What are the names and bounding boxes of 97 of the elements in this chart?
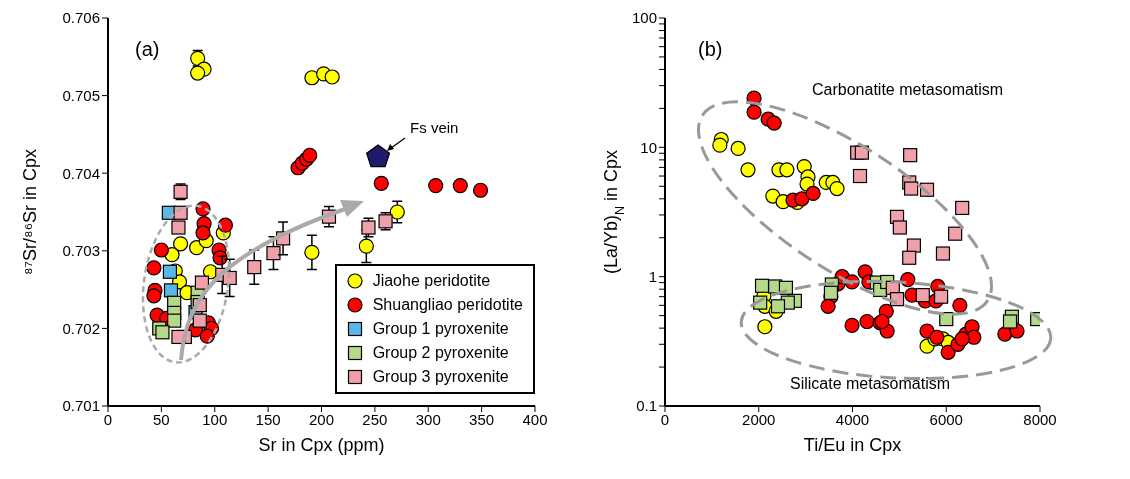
point [389,204,405,220]
point [859,313,875,330]
point [903,181,919,196]
point [366,144,391,168]
point [844,317,860,333]
point [712,137,728,153]
point [902,250,917,265]
point [952,297,968,313]
x-tick-label: 50 [153,410,170,428]
x-axis-title: Sr in Cpx (ppm) [258,435,385,455]
point [1002,314,1018,329]
point [954,331,970,347]
point [805,185,821,202]
point [358,238,374,254]
y-tick-label: 100 [631,9,657,27]
y-tick-label: 0.704 [62,164,100,182]
point [217,217,234,233]
point [852,168,868,184]
point [746,104,762,120]
annotation: Silicate metasomatism [790,375,951,392]
y-tick-label: 0.1 [636,397,657,415]
point [906,238,922,253]
point [903,148,918,163]
legend-label: Group 3 pyroxenite [372,368,509,386]
point [162,264,178,279]
y-tick-label: 0.701 [62,397,100,415]
point [146,288,162,304]
x-tick-label: 200 [308,410,335,428]
point [163,283,179,298]
point [452,178,468,194]
x-tick-label: 100 [202,410,228,428]
point [199,328,215,344]
y-tick-label: 0.705 [62,86,100,104]
y-tick-label: 0.706 [62,9,100,27]
y-axis-title: ⁸⁷Sr/⁸⁶Sr in Cpx [20,148,40,276]
point [948,226,963,241]
x-tick-label: 250 [362,410,388,428]
x-tick-label: 8000 [1023,410,1057,428]
point [428,178,444,194]
point [190,65,206,81]
point [766,115,782,131]
point [192,313,207,328]
point [933,289,949,304]
point [794,191,810,207]
point [823,285,839,300]
point [194,275,210,290]
point [770,299,786,314]
point [247,260,262,275]
point [171,220,186,235]
point [324,69,340,85]
legend-label: Shuangliao peridotite [372,296,523,314]
point [829,180,845,197]
point [167,313,182,328]
x-tick-label: 2000 [742,410,776,428]
x-tick-label: 0 [660,410,670,428]
point [940,344,956,360]
legend-label: Jiaohe peridotite [372,272,491,290]
point [955,200,970,216]
point [740,162,756,178]
point [730,140,746,157]
x-axis-title: Ti/Eu in Cpx [803,435,902,455]
point [304,244,320,260]
x-tick-label: 4000 [835,410,870,428]
y-tick-label: 0.702 [62,319,100,337]
annotation: Carbonatite metasomatism [812,81,1004,98]
point [472,182,489,198]
x-tick-label: 150 [255,410,281,428]
point [302,147,318,163]
legend-label: Group 1 pyroxenite [372,320,509,338]
point [935,246,951,261]
legend-label: Group 2 pyroxenite [372,344,509,362]
x-tick-label: 6000 [929,410,963,428]
annotation: Fs vein [410,118,459,136]
y-tick-label: 0.703 [62,242,100,260]
annotation: (b) [698,38,723,60]
point [172,236,189,252]
point [304,70,320,86]
point [754,278,770,293]
point [757,319,773,335]
x-tick-label: 400 [522,410,548,428]
point [146,260,162,276]
x-tick-label: 0 [103,410,113,428]
point [266,246,281,261]
annotation: (a) [135,38,160,60]
point [155,325,170,340]
point [373,175,389,191]
point [915,288,930,303]
point [153,242,169,258]
x-tick-label: 350 [469,410,495,428]
point [779,162,795,178]
point [892,220,907,235]
point [900,271,916,288]
x-tick-label: 300 [415,410,441,428]
point [195,225,211,241]
point [820,298,836,314]
y-tick-label: 10 [640,138,657,156]
y-tick-label: 1 [648,267,657,285]
